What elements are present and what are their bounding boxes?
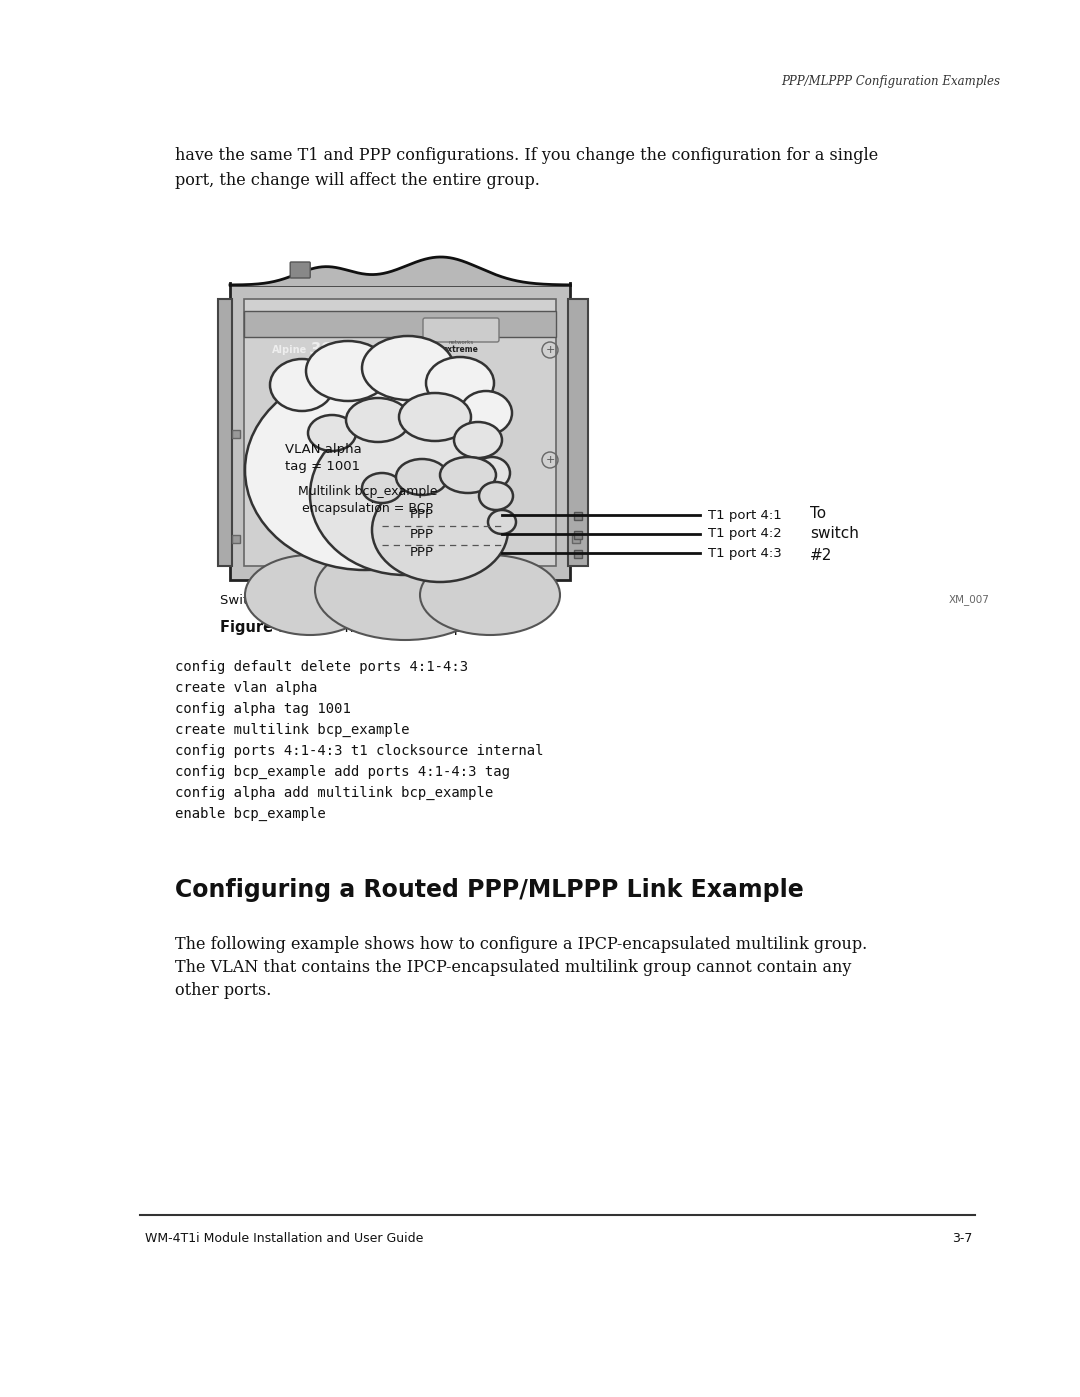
- Text: Configuring a Routed PPP/MLPPP Link Example: Configuring a Routed PPP/MLPPP Link Exam…: [175, 877, 804, 902]
- Text: create multilink bcp_example: create multilink bcp_example: [175, 724, 409, 738]
- Text: extreme: extreme: [443, 345, 478, 355]
- Text: PPP: PPP: [410, 509, 434, 521]
- Ellipse shape: [306, 341, 390, 401]
- FancyBboxPatch shape: [573, 511, 582, 520]
- Ellipse shape: [315, 541, 495, 640]
- Ellipse shape: [362, 474, 402, 503]
- Ellipse shape: [308, 415, 356, 451]
- FancyBboxPatch shape: [568, 299, 588, 566]
- Ellipse shape: [245, 370, 485, 570]
- Ellipse shape: [480, 482, 513, 510]
- Ellipse shape: [372, 478, 508, 583]
- Ellipse shape: [440, 457, 496, 493]
- Text: config bcp_example add ports 4:1-4:3 tag: config bcp_example add ports 4:1-4:3 tag: [175, 766, 510, 780]
- Text: have the same T1 and PPP configurations. If you change the configuration for a s: have the same T1 and PPP configurations.…: [175, 147, 878, 163]
- Text: 3-7: 3-7: [951, 1232, 972, 1245]
- Text: WM-4T1i Module Installation and User Guide: WM-4T1i Module Installation and User Gui…: [145, 1232, 423, 1245]
- Ellipse shape: [426, 358, 494, 409]
- Ellipse shape: [310, 415, 500, 576]
- Ellipse shape: [474, 457, 510, 489]
- Text: create vlan alpha: create vlan alpha: [175, 680, 318, 694]
- Ellipse shape: [399, 393, 471, 441]
- Ellipse shape: [245, 555, 375, 636]
- Text: PPP/MLPPP Configuration Examples: PPP/MLPPP Configuration Examples: [781, 75, 1000, 88]
- Text: config alpha tag 1001: config alpha tag 1001: [175, 703, 351, 717]
- FancyBboxPatch shape: [218, 299, 232, 566]
- FancyBboxPatch shape: [572, 535, 580, 543]
- Ellipse shape: [488, 510, 516, 534]
- FancyBboxPatch shape: [573, 550, 582, 557]
- Text: XM_007: XM_007: [949, 594, 990, 605]
- Text: networks: networks: [448, 341, 474, 345]
- Text: config default delete ports 4:1-4:3: config default delete ports 4:1-4:3: [175, 659, 468, 673]
- Text: T1 port 4:2: T1 port 4:2: [708, 528, 782, 541]
- Text: 3800: 3800: [310, 342, 352, 358]
- Text: The VLAN that contains the IPCP-encapsulated multilink group cannot contain any: The VLAN that contains the IPCP-encapsul…: [175, 958, 851, 977]
- Text: T1 port 4:1: T1 port 4:1: [708, 509, 782, 521]
- Ellipse shape: [362, 337, 454, 400]
- Text: +: +: [545, 455, 555, 465]
- Text: PPP: PPP: [410, 546, 434, 560]
- Text: To
switch
#2: To switch #2: [810, 506, 859, 563]
- Text: The following example shows how to configure a IPCP-encapsulated multilink group: The following example shows how to confi…: [175, 936, 867, 953]
- Text: Alpine: Alpine: [272, 345, 307, 355]
- FancyBboxPatch shape: [230, 285, 570, 580]
- Ellipse shape: [270, 359, 334, 411]
- Text: other ports.: other ports.: [175, 982, 271, 999]
- Text: BCP multilink example: BCP multilink example: [302, 620, 476, 636]
- Text: +: +: [545, 345, 555, 355]
- Text: Multilink bcp_example
encapsulation = BCP: Multilink bcp_example encapsulation = BC…: [298, 485, 437, 515]
- FancyBboxPatch shape: [573, 531, 582, 539]
- FancyBboxPatch shape: [244, 299, 556, 566]
- Text: enable bcp_example: enable bcp_example: [175, 807, 326, 821]
- Text: port, the change will affect the entire group.: port, the change will affect the entire …: [175, 172, 540, 189]
- Ellipse shape: [396, 460, 448, 495]
- FancyBboxPatch shape: [423, 319, 499, 342]
- Ellipse shape: [460, 391, 512, 434]
- Ellipse shape: [346, 398, 410, 441]
- Ellipse shape: [454, 422, 502, 458]
- FancyBboxPatch shape: [232, 430, 240, 439]
- Text: Figure 3-1:: Figure 3-1:: [220, 620, 311, 636]
- Text: VLAN alpha
tag = 1001: VLAN alpha tag = 1001: [285, 443, 362, 474]
- Text: Switch  #1: Switch #1: [220, 594, 293, 608]
- FancyBboxPatch shape: [291, 263, 310, 278]
- Text: config ports 4:1-4:3 t1 clocksource internal: config ports 4:1-4:3 t1 clocksource inte…: [175, 745, 543, 759]
- Text: config alpha add multilink bcp_example: config alpha add multilink bcp_example: [175, 787, 494, 800]
- FancyBboxPatch shape: [244, 312, 556, 337]
- Text: T1 port 4:3: T1 port 4:3: [708, 546, 782, 560]
- Ellipse shape: [420, 555, 561, 636]
- FancyBboxPatch shape: [232, 535, 240, 543]
- Text: PPP: PPP: [410, 528, 434, 541]
